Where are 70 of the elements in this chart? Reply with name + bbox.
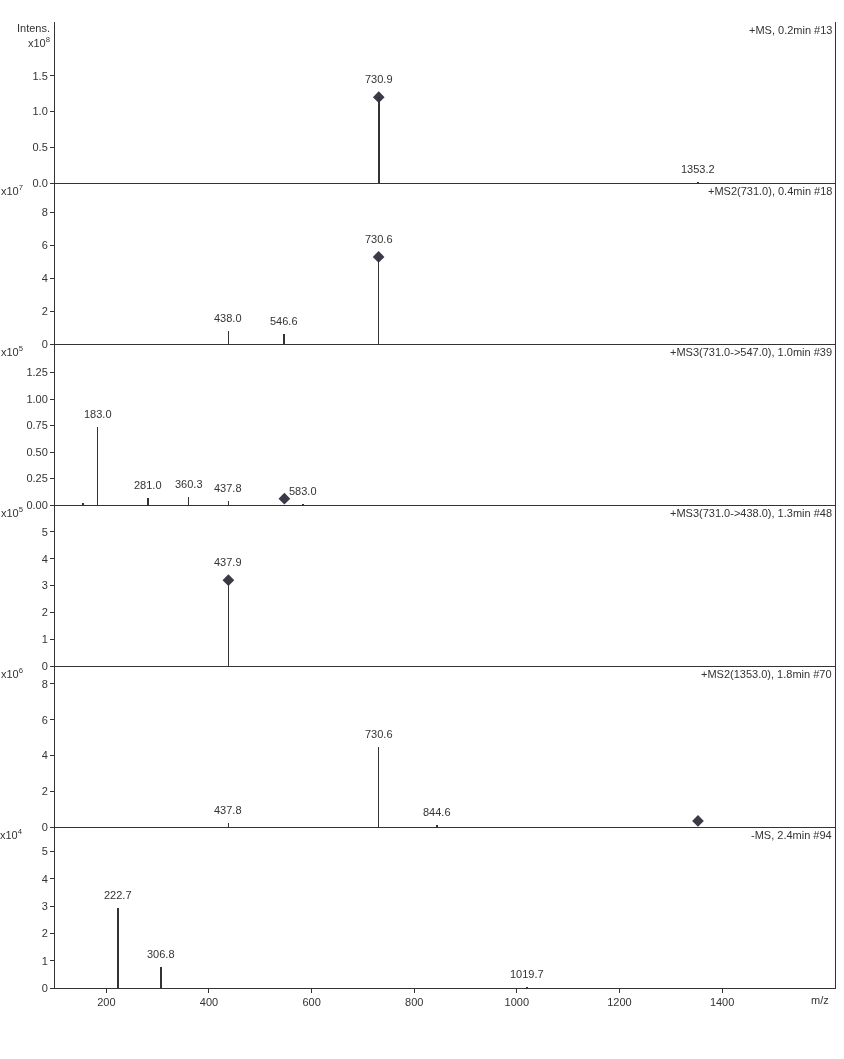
x-tick-label: 1200 (607, 996, 632, 1009)
text: x10$^{8}$ (28, 35, 51, 49)
y-tick-label: 4 (41, 749, 48, 762)
y-tick-label: 4 (41, 872, 48, 885)
y-tick-label: 2 (41, 785, 48, 798)
y-tick-label: 0.00 (26, 498, 48, 511)
text: x10$^{4}$ (0, 827, 23, 841)
y-tick-label: 0.75 (26, 419, 48, 432)
annotation: 438.0 (214, 312, 242, 324)
text: x10$^{7}$ (1, 183, 24, 197)
y-tick-label: 0 (41, 820, 48, 833)
y-tick-label: 0.5 (32, 141, 48, 154)
text: x10$^{6}$ (1, 666, 24, 680)
y-tick-label: 1.0 (32, 105, 48, 118)
annotation: 360.3 (175, 478, 203, 490)
annotation: 1019.7 (510, 968, 544, 980)
y-tick-label: 2 (41, 606, 48, 619)
annotation: 183.0 (84, 408, 112, 420)
text: x10$^{5}$ (1, 344, 24, 358)
annotation: 281.0 (134, 479, 162, 491)
chart-title: +MS2(731.0), 0.4min #18 (708, 185, 833, 197)
annotation: 730.6 (365, 233, 393, 245)
x-tick-label: 1000 (504, 996, 530, 1009)
y-tick-label: 8 (41, 677, 48, 690)
x-tick-label: 400 (199, 996, 219, 1009)
y-tick-label: 0 (41, 659, 48, 672)
y-tick-label: 5 (41, 525, 48, 538)
annotation: 437.8 (214, 482, 242, 494)
annotation: 222.7 (104, 889, 132, 901)
annotation: 306.8 (147, 948, 175, 960)
y-tick-label: 4 (41, 552, 48, 565)
x-tick-label: 600 (302, 996, 321, 1009)
y-tick-label: 1.00 (26, 392, 48, 405)
x-tick-label: 800 (405, 996, 424, 1009)
y-tick-label: 1.5 (32, 69, 48, 82)
y-tick-label: 1 (41, 633, 48, 646)
chart-title: -MS, 2.4min #94 (751, 829, 832, 841)
y-tick-label: 1 (41, 954, 48, 967)
x-tick-label: 200 (97, 996, 116, 1009)
x-tick-label: 1400 (709, 996, 735, 1009)
annotation: 546.6 (270, 315, 298, 327)
annotation: 437.8 (214, 804, 242, 816)
y-tick-label: 0 (41, 337, 48, 350)
y-tick-label: 0 (41, 981, 48, 994)
y-tick-label: 2 (41, 927, 48, 940)
y-tick-label: 2 (41, 304, 48, 317)
y-tick-label: 6 (41, 239, 48, 252)
y-tick-label: 6 (41, 713, 48, 726)
annotation: 730.9 (365, 73, 393, 85)
y-tick-label: 3 (41, 579, 48, 592)
annotation: 844.6 (423, 806, 451, 818)
y-tick-label: 0.50 (26, 445, 48, 458)
y-tick-label: 8 (41, 206, 48, 219)
y-tick-label: 3 (41, 899, 48, 912)
annotation: 437.9 (214, 556, 242, 568)
chart-title: +MS3(731.0->438.0), 1.3min #48 (670, 507, 833, 519)
y-tick-label: 5 (41, 845, 48, 858)
y-tick-label: 0.0 (32, 176, 48, 189)
chart-title: +MS2(1353.0), 1.8min #70 (701, 668, 832, 680)
chart-title: +MS, 0.2min #13 (749, 24, 833, 36)
y-tick-label: 4 (41, 272, 48, 285)
y-tick-label: 1.25 (26, 366, 48, 379)
annotation: 583.0 (289, 485, 317, 497)
chart-title: +MS3(731.0->547.0), 1.0min #39 (670, 346, 833, 358)
y-axis-title: Intens. (17, 22, 51, 34)
text: x10$^{5}$ (1, 505, 24, 519)
y-tick-label: 0.25 (26, 472, 48, 485)
annotation: 730.6 (365, 728, 393, 740)
annotation: 1353.2 (681, 163, 715, 175)
x-axis-title: m/z (811, 994, 829, 1006)
